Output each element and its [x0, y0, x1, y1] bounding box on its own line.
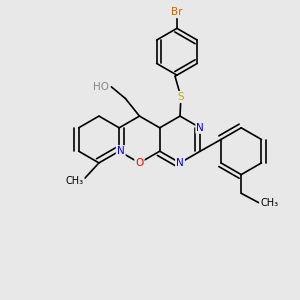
Text: CH₃: CH₃	[260, 198, 278, 208]
Text: N: N	[117, 146, 124, 156]
Text: Br: Br	[171, 7, 183, 17]
Text: O: O	[135, 158, 144, 168]
Text: HO: HO	[93, 82, 109, 92]
Text: N: N	[196, 123, 204, 133]
Text: N: N	[176, 158, 184, 168]
Text: S: S	[178, 92, 184, 102]
Text: CH₃: CH₃	[65, 176, 83, 186]
